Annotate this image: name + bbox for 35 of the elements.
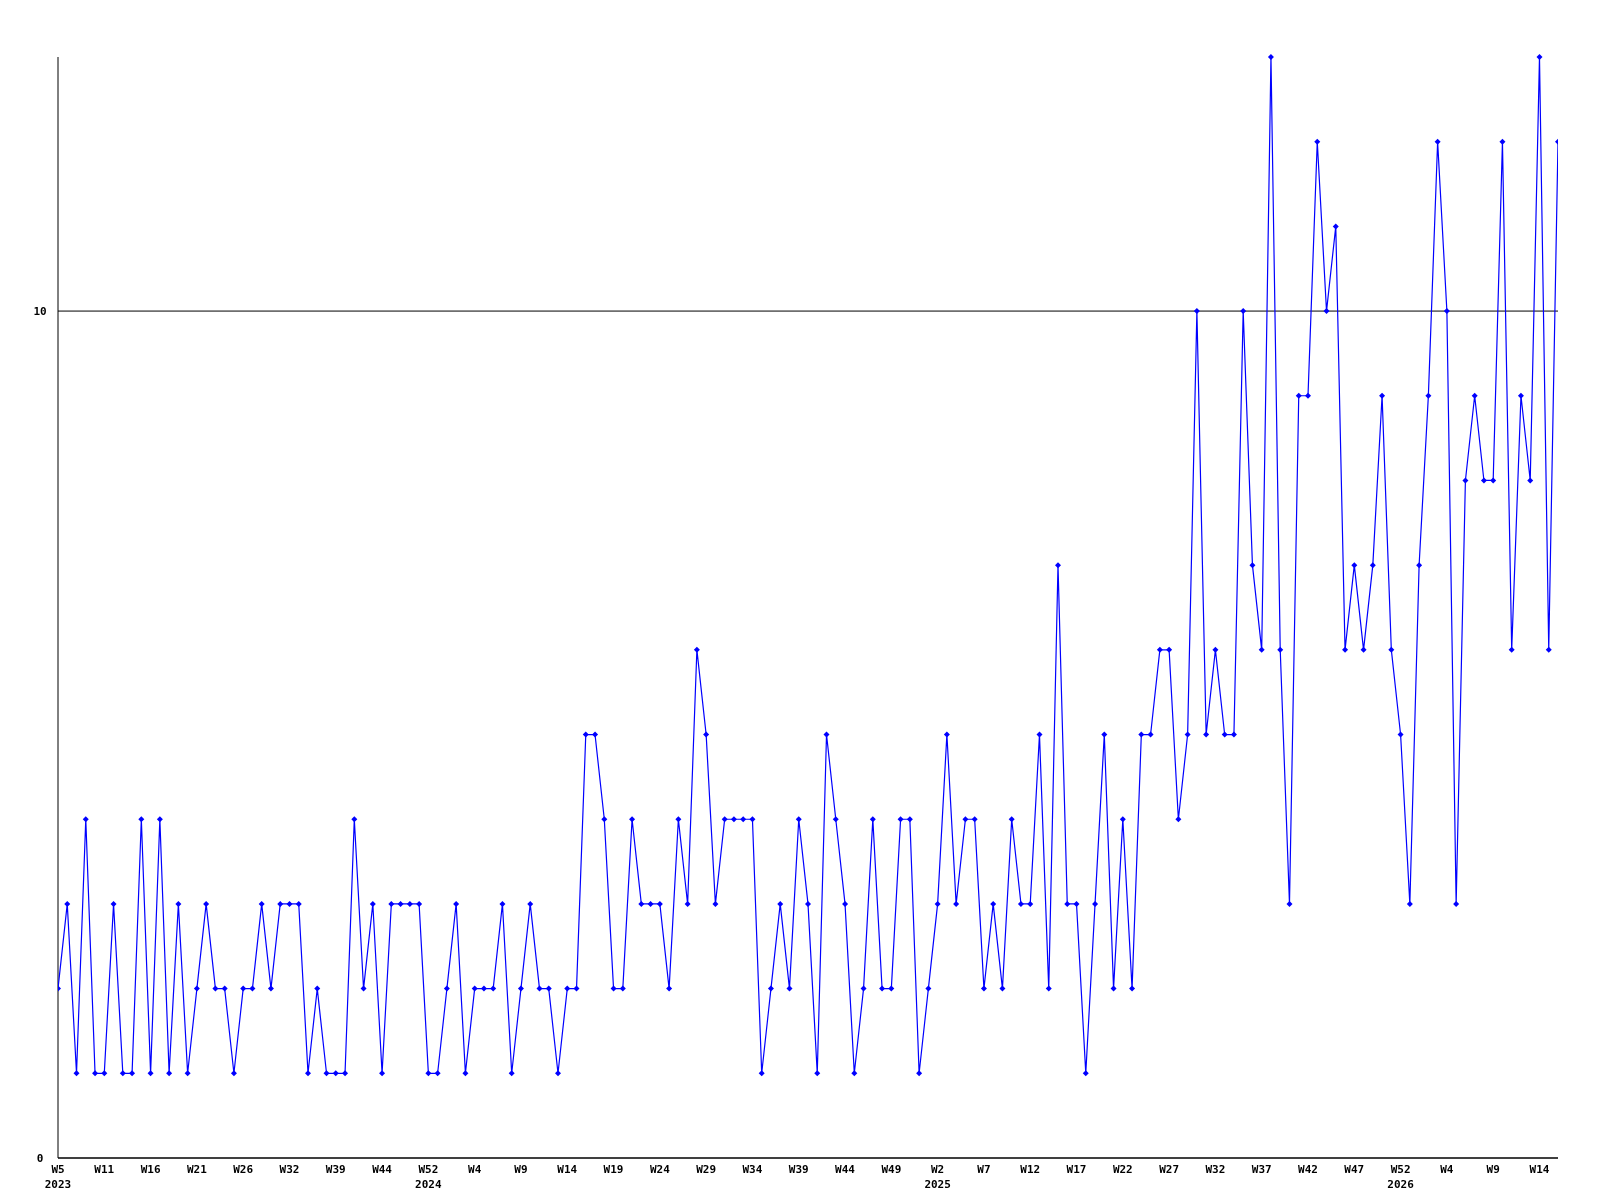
x-tick-label: W14 <box>1529 1163 1550 1176</box>
x-tick-label: W37 <box>1251 1163 1272 1176</box>
x-tick-label: W44 <box>372 1163 393 1176</box>
x-tick-label: W49 <box>881 1163 902 1176</box>
x-tick-label: W9 <box>1486 1163 1500 1176</box>
x-tick-label: W52 2026 <box>1387 1163 1415 1191</box>
x-tick-label: W5 2023 <box>44 1163 72 1191</box>
x-tick-label: W42 <box>1298 1163 1318 1176</box>
x-tick-label: W21 <box>186 1163 208 1176</box>
x-tick-label: W24 <box>649 1163 671 1176</box>
x-tick-label: W52 2024 <box>415 1163 442 1191</box>
x-tick-label: W4 <box>468 1163 482 1176</box>
x-tick-label: W12 <box>1020 1163 1041 1176</box>
x-tick-label: W39 <box>788 1163 809 1176</box>
x-tick-label: W16 <box>140 1163 161 1176</box>
x-tick-label: W47 <box>1344 1163 1365 1176</box>
x-tick-label: W32 <box>1205 1163 1226 1176</box>
x-tick-label: W4 <box>1440 1163 1454 1176</box>
x-tick-label: W2 2025 <box>924 1163 951 1191</box>
y-tick-label: 0 <box>36 1151 44 1165</box>
x-tick-label: W11 <box>94 1163 115 1176</box>
y-tick-label: 10 <box>33 304 47 318</box>
x-tick-label: W44 <box>835 1163 856 1176</box>
x-tick-label: W32 <box>279 1163 300 1176</box>
x-tick-label: W29 <box>696 1163 717 1176</box>
x-tick-label: W22 <box>1112 1163 1133 1176</box>
x-tick-label: W27 <box>1159 1163 1180 1176</box>
x-tick-label: W17 <box>1066 1163 1087 1176</box>
x-tick-label: W19 <box>603 1163 624 1176</box>
x-tick-label: W9 <box>514 1163 528 1176</box>
x-tick-label: W39 <box>325 1163 346 1176</box>
x-tick-label: W7 <box>977 1163 991 1176</box>
x-tick-label: W14 <box>557 1163 578 1176</box>
x-tick-label: W26 <box>233 1163 254 1176</box>
x-tick-label: W34 <box>742 1163 763 1176</box>
